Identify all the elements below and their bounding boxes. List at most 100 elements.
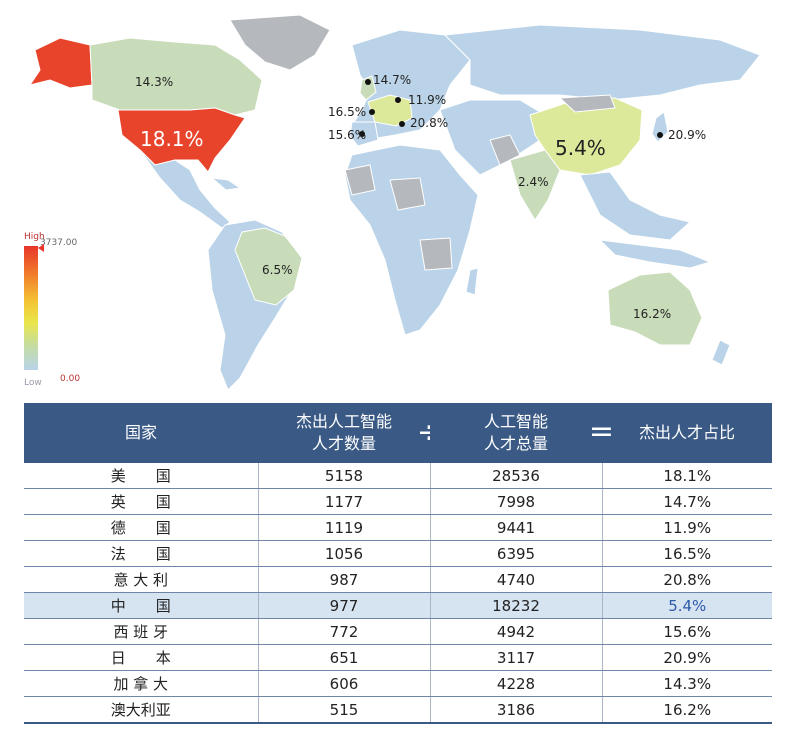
cell-total-talent: 4942	[429, 618, 602, 645]
table-row: 中 国 977 18232 5.4%	[24, 592, 772, 619]
region-alaska	[28, 37, 93, 89]
cell-country: 法 国	[24, 540, 258, 567]
cell-top-talent: 1056	[257, 540, 430, 567]
region-russia	[443, 24, 761, 101]
map-label-italy: 20.8%	[410, 116, 448, 130]
cell-total-talent: 28536	[429, 463, 602, 489]
map-label-uk: 14.7%	[373, 73, 411, 87]
region-indonesia	[598, 239, 712, 269]
table-row: 英 国 1177 7998 14.7%	[24, 488, 772, 515]
header-ratio: 杰出人才占比	[602, 403, 772, 463]
marker-uk	[365, 79, 371, 85]
legend-min-value: 0.00	[60, 374, 81, 384]
cell-total-talent: 3117	[429, 644, 602, 671]
cell-ratio: 11.9%	[601, 514, 772, 541]
table-row: 日 本 651 3117 20.9%	[24, 644, 772, 671]
region-uk	[359, 75, 377, 101]
cell-total-talent: 9441	[429, 514, 602, 541]
cell-top-talent: 606	[257, 670, 430, 697]
region-gray-africa-3	[419, 237, 453, 271]
talent-table: 国家 杰出人工智能 人才数量 ÷ 人工智能 人才总量 = 杰出人才占比 美 国5…	[24, 403, 772, 724]
equals-sign: =	[588, 414, 614, 449]
cell-ratio: 14.3%	[601, 670, 772, 697]
region-western-europe	[367, 94, 413, 127]
region-madagascar	[465, 267, 479, 296]
legend-max-value: 3737.00	[40, 238, 78, 248]
cell-country: 意 大 利	[24, 566, 258, 593]
cell-ratio: 20.9%	[601, 644, 772, 671]
region-greenland	[229, 14, 331, 71]
cell-country: 加 拿 大	[24, 670, 258, 697]
cell-ratio: 15.6%	[601, 618, 772, 645]
region-new-zealand	[711, 339, 731, 366]
map-label-brazil: 6.5%	[262, 263, 293, 277]
table-row: 德 国 1119 9441 11.9%	[24, 514, 772, 541]
cell-top-talent: 1177	[257, 488, 430, 515]
cell-ratio: 14.7%	[601, 488, 772, 515]
world-map: 14.3% 18.1% 14.7% 11.9% 16.5% 20.8% 15.6…	[28, 14, 761, 391]
table-row: 意 大 利 987 4740 20.8%	[24, 566, 772, 593]
map-legend: High 3737.00 0.00 Low	[22, 232, 112, 392]
region-australia	[607, 271, 703, 346]
map-label-germany: 11.9%	[408, 93, 446, 107]
cell-ratio: 5.4%	[601, 592, 772, 619]
region-africa	[344, 144, 479, 336]
map-label-france: 16.5%	[328, 105, 366, 119]
marker-japan	[657, 132, 663, 138]
map-label-australia: 16.2%	[633, 307, 671, 321]
cell-top-talent: 5158	[257, 463, 430, 489]
legend-high-label: High	[24, 232, 45, 242]
cell-total-talent: 6395	[429, 540, 602, 567]
map-label-india: 2.4%	[518, 175, 549, 189]
cell-top-talent: 651	[257, 644, 430, 671]
legend-low-label: Low	[24, 378, 42, 388]
cell-top-talent: 987	[257, 566, 430, 593]
cell-total-talent: 4740	[429, 566, 602, 593]
cell-country: 德 国	[24, 514, 258, 541]
marker-germany	[395, 97, 401, 103]
cell-total-talent: 4228	[429, 670, 602, 697]
region-mexico	[139, 149, 231, 229]
cell-ratio: 16.5%	[601, 540, 772, 567]
legend-color-bar	[24, 246, 38, 370]
cell-country: 西 班 牙	[24, 618, 258, 645]
table-row: 澳大利亚 515 3186 16.2%	[24, 696, 772, 724]
table-row: 西 班 牙 772 4942 15.6%	[24, 618, 772, 645]
region-brazil	[234, 227, 303, 306]
region-mongolia	[558, 94, 616, 113]
region-gray-africa-2	[389, 177, 426, 211]
header-total-talent: 人工智能 人才总量 =	[430, 403, 614, 463]
cell-top-talent: 772	[257, 618, 430, 645]
region-caribbean	[210, 177, 242, 191]
map-label-canada: 14.3%	[135, 75, 173, 89]
cell-country: 日 本	[24, 644, 258, 671]
map-label-china: 5.4%	[555, 136, 606, 160]
map-label-spain: 15.6%	[328, 128, 366, 142]
cell-top-talent: 977	[257, 592, 430, 619]
table-row: 加 拿 大 606 4228 14.3%	[24, 670, 772, 697]
cell-ratio: 16.2%	[601, 696, 772, 724]
cell-ratio: 18.1%	[601, 463, 772, 489]
cell-top-talent: 515	[257, 696, 430, 724]
table-row: 美 国 5158 28536 18.1%	[24, 463, 772, 489]
table-header-row: 国家 杰出人工智能 人才数量 ÷ 人工智能 人才总量 = 杰出人才占比	[24, 403, 772, 463]
map-label-japan: 20.9%	[668, 128, 706, 142]
region-canada	[89, 37, 263, 116]
table-row: 法 国 1056 6395 16.5%	[24, 540, 772, 567]
header-country: 国家	[24, 403, 258, 463]
marker-italy	[399, 121, 405, 127]
cell-country: 澳大利亚	[24, 696, 258, 724]
marker-spain	[359, 131, 365, 137]
map-label-usa: 18.1%	[140, 127, 204, 151]
cell-total-talent: 7998	[429, 488, 602, 515]
cell-country: 英 国	[24, 488, 258, 515]
cell-ratio: 20.8%	[601, 566, 772, 593]
region-japan	[651, 111, 669, 143]
marker-france	[369, 109, 375, 115]
cell-top-talent: 1119	[257, 514, 430, 541]
legend-max-marker	[38, 244, 44, 252]
region-se-asia	[579, 171, 692, 241]
cell-total-talent: 18232	[429, 592, 602, 619]
region-gray-africa-1	[344, 164, 376, 196]
cell-country: 美 国	[24, 463, 258, 489]
